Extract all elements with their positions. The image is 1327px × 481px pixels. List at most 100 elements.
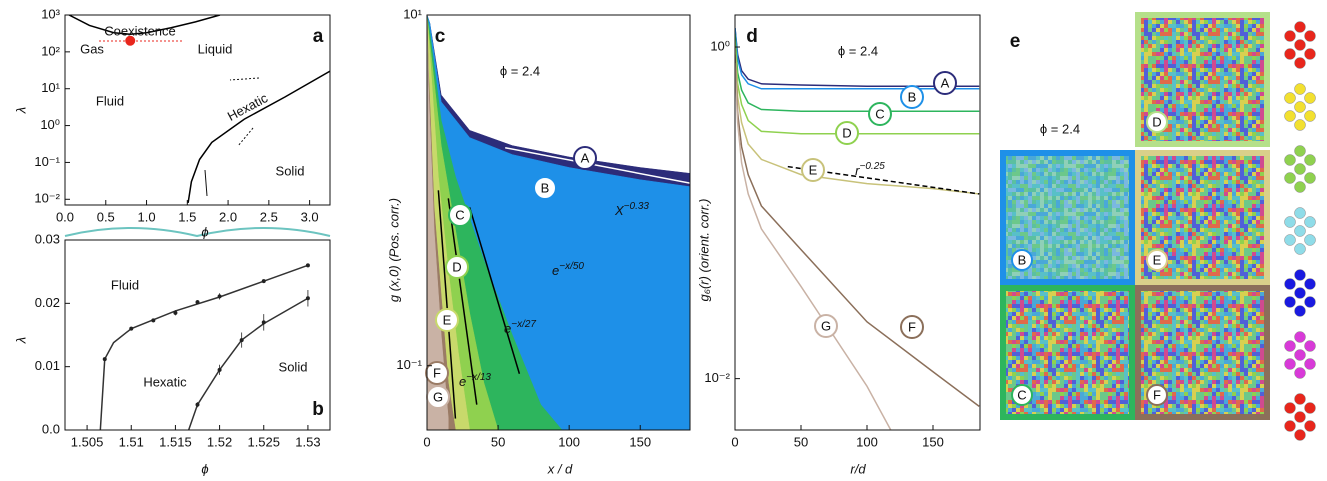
x-tick-label: 1.5 xyxy=(178,209,196,224)
x-tick-label: 50 xyxy=(491,434,505,449)
label-circle xyxy=(448,203,472,227)
snapshot-label: C xyxy=(1017,387,1026,402)
series-line xyxy=(187,297,309,430)
particle-icon xyxy=(1304,402,1316,414)
point xyxy=(173,310,178,315)
particle-icon xyxy=(1294,119,1306,131)
particle-icon xyxy=(1294,331,1306,343)
annotation: r−0.25 xyxy=(855,161,885,179)
point xyxy=(125,35,136,46)
y-axis-label: λ xyxy=(13,107,28,114)
snapshot-label: D xyxy=(1152,114,1161,129)
particle-icon xyxy=(1294,269,1306,281)
particle-icon xyxy=(1304,110,1316,122)
y-tick-label: 10⁰ xyxy=(40,117,60,132)
annotation: e−x/27 xyxy=(504,319,536,337)
y-tick-label: 10⁻¹ xyxy=(34,154,60,169)
point xyxy=(217,294,222,299)
y-axis-label: λ xyxy=(13,337,28,344)
point xyxy=(305,296,310,301)
particle-icon xyxy=(1294,287,1306,299)
particle-icon xyxy=(1294,21,1306,33)
y-tick-label: 10⁻² xyxy=(34,191,60,206)
point xyxy=(129,326,134,331)
axes-frame xyxy=(734,14,981,431)
label-circle xyxy=(900,315,924,339)
annotation-base: X xyxy=(614,203,625,218)
particle-icon xyxy=(1284,358,1296,370)
x-tick-label: 1.52 xyxy=(207,434,232,449)
annotation: Solid xyxy=(276,163,305,178)
series-line xyxy=(735,54,980,408)
x-tick-label: 1.0 xyxy=(137,209,155,224)
x-tick-label: 0 xyxy=(423,434,430,449)
point xyxy=(195,300,200,305)
particle-icon xyxy=(1294,181,1306,193)
y-tick-label: 0.01 xyxy=(35,358,60,373)
annotation: Hexatic xyxy=(143,374,187,389)
x-tick-label: 0.0 xyxy=(56,209,74,224)
particle-icon xyxy=(1294,243,1306,255)
axes-frame xyxy=(426,14,691,431)
annotation: X−0.33 xyxy=(614,201,649,219)
particle-icon xyxy=(1304,420,1316,432)
panel-label: c xyxy=(435,26,446,47)
particle-icon xyxy=(1284,172,1296,184)
snapshot-label: B xyxy=(1018,252,1027,267)
phi-label: ϕ = 2.4 xyxy=(1040,121,1080,136)
x-axis-label: ϕ xyxy=(201,461,208,476)
label-circle xyxy=(1011,384,1033,406)
series-label: A xyxy=(581,150,590,165)
particle-icon xyxy=(1284,154,1296,166)
particle-icon xyxy=(1284,92,1296,104)
label-circle xyxy=(533,176,557,200)
panel-label: e xyxy=(1010,31,1021,52)
particle-icon xyxy=(1304,48,1316,60)
panel-label: a xyxy=(313,26,324,47)
y-tick-label: 0.02 xyxy=(35,295,60,310)
particle-icon xyxy=(1294,57,1306,69)
particle-icon xyxy=(1304,154,1316,166)
x-tick-label: 2.0 xyxy=(219,209,237,224)
series-label: D xyxy=(452,259,461,274)
particle-icon xyxy=(1294,429,1306,441)
particle-icon xyxy=(1284,30,1296,42)
x-tick-label: 0 xyxy=(731,434,738,449)
particle-icon xyxy=(1284,110,1296,122)
snapshot-label: F xyxy=(1153,387,1161,402)
particle-icon xyxy=(1284,340,1296,352)
annotation: Hexatic xyxy=(225,90,271,124)
x-axis-label: ϕ xyxy=(201,224,208,239)
label-circle xyxy=(435,308,459,332)
particle-icon xyxy=(1304,172,1316,184)
annotation: Fluid xyxy=(96,93,124,108)
y-tick-label: 10² xyxy=(41,43,60,58)
axes-frame xyxy=(64,239,331,431)
x-tick-label: 1.515 xyxy=(159,434,192,449)
particle-icon xyxy=(1294,39,1306,51)
particle-icon xyxy=(1294,367,1306,379)
zoom-brace xyxy=(64,227,331,238)
label-circle xyxy=(425,361,449,385)
x-tick-label: 50 xyxy=(794,434,808,449)
x-tick-label: 150 xyxy=(629,434,651,449)
arrow xyxy=(204,169,208,197)
particle-icon xyxy=(1294,101,1306,113)
y-tick-label: 10³ xyxy=(41,6,60,21)
particle-icon xyxy=(1294,83,1306,95)
series-line xyxy=(505,147,690,184)
label-circle xyxy=(1146,111,1168,133)
x-tick-label: 3.0 xyxy=(301,209,319,224)
snapshot-label: E xyxy=(1153,252,1162,267)
annotation-exponent: −0.25 xyxy=(860,161,886,172)
series-line xyxy=(447,198,478,405)
label-circle xyxy=(573,146,597,170)
y-axis-label: g (x,0) (Pos. corr.) xyxy=(386,198,401,302)
label-circle xyxy=(900,85,924,109)
y-tick-label: 10⁻¹ xyxy=(396,357,422,372)
particle-icon xyxy=(1294,305,1306,317)
series-line xyxy=(735,40,980,135)
annotation-base: e xyxy=(552,263,559,278)
annotation-exponent: −x/13 xyxy=(466,372,491,383)
